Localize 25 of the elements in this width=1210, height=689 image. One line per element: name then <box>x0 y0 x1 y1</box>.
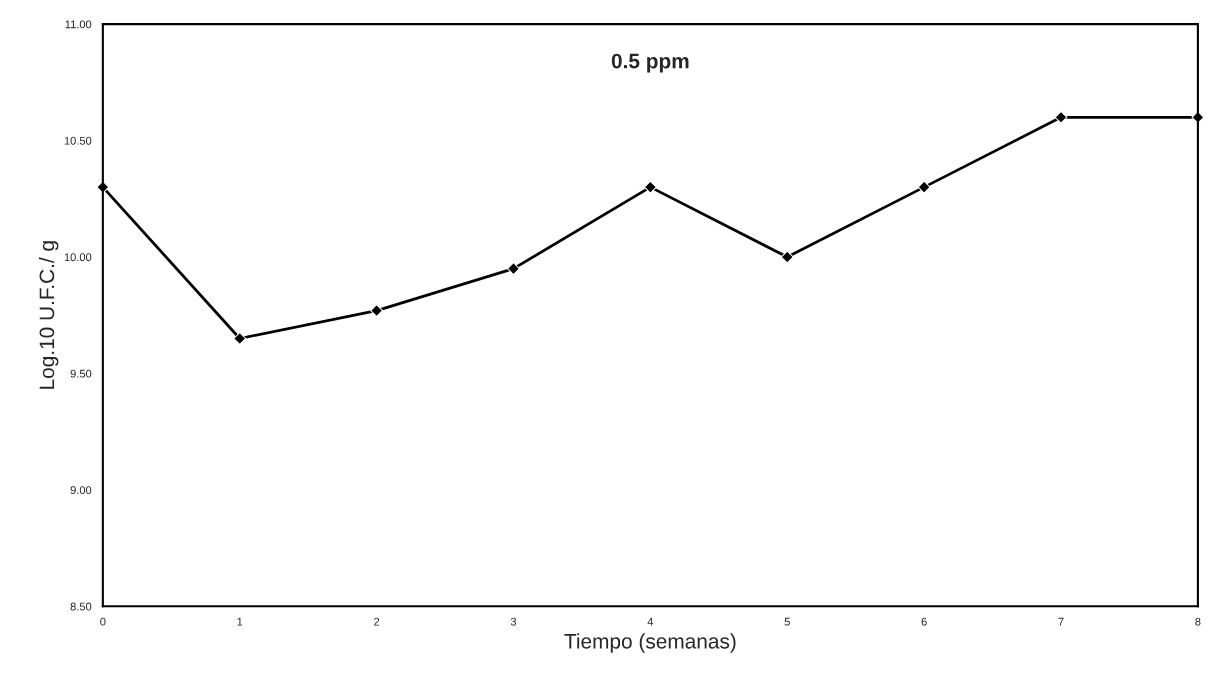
y-tick-label: 10.50 <box>64 136 92 145</box>
y-axis-title: Log.10 U.F.C./ g <box>38 241 59 389</box>
x-tick-label: 1 <box>237 617 243 626</box>
x-tick-label: 5 <box>784 617 790 626</box>
y-tick-label: 11.00 <box>65 20 92 29</box>
y-tick-label: 10.00 <box>64 253 92 262</box>
point <box>917 180 931 194</box>
point <box>1054 110 1068 124</box>
x-tick-label: 4 <box>647 617 654 626</box>
y-tick-label: 9.00 <box>70 486 92 495</box>
x-tick-label: 3 <box>510 617 517 626</box>
x-tick-label: 2 <box>374 617 380 626</box>
x-tick-label: 6 <box>921 617 927 626</box>
y-tick-label: 8.50 <box>70 602 92 611</box>
point <box>370 304 384 317</box>
x-tick-label: 8 <box>1195 617 1201 626</box>
x-tick-label: 0 <box>100 617 106 626</box>
y-tick-label: 9.50 <box>70 369 92 378</box>
point <box>780 250 794 264</box>
point <box>643 180 657 194</box>
x-axis-title: Tiempo (semanas) <box>564 633 736 653</box>
x-tick-label: 7 <box>1058 617 1064 626</box>
text: 0.5 ppm <box>611 53 689 73</box>
point <box>507 262 520 276</box>
point <box>233 332 247 345</box>
